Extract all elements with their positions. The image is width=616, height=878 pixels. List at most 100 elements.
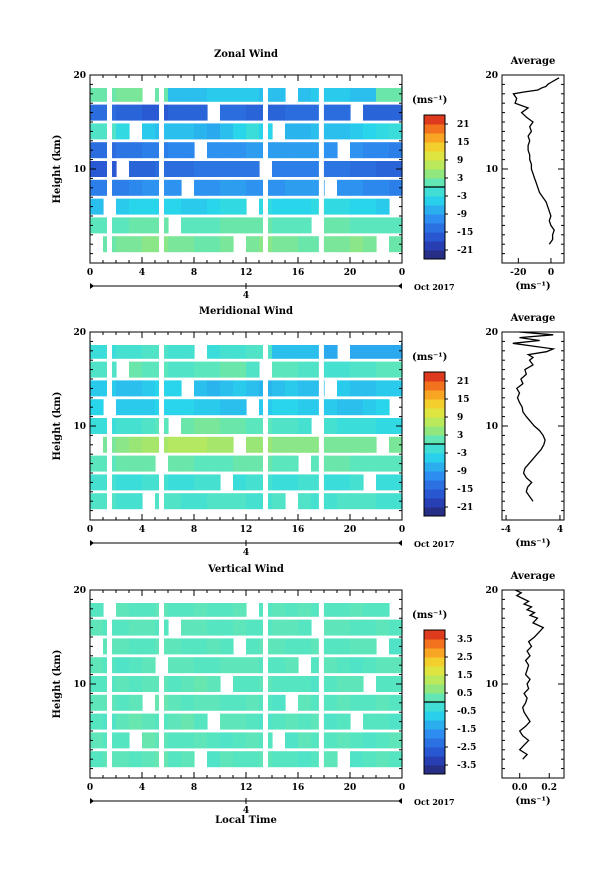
heatmap-cell	[207, 236, 221, 253]
heatmap-cell	[90, 600, 104, 617]
heatmap-cell	[272, 380, 286, 397]
data-gap	[159, 75, 164, 263]
heatmap-cell	[272, 600, 286, 617]
heatmap-cell	[181, 600, 195, 617]
heatmap-cell	[181, 361, 195, 378]
heatmap-cell	[168, 474, 182, 491]
heatmap-cell	[298, 694, 312, 711]
heatmap-cell	[233, 161, 247, 177]
heatmap-cell	[142, 619, 156, 636]
colorbar-tick-label: 21	[457, 120, 470, 130]
no-data-top	[91, 591, 401, 603]
x-tick-label: 0	[399, 525, 405, 535]
heatmap-cell	[389, 676, 403, 692]
colorbar-band	[424, 453, 445, 463]
heatmap-cell	[272, 142, 286, 159]
heatmap-cell	[246, 474, 260, 491]
heatmap-cell	[324, 751, 338, 768]
heatmap-cell	[246, 657, 260, 674]
heatmap-cell	[324, 436, 338, 453]
heatmap-cell	[181, 455, 195, 472]
colorbar-band	[424, 151, 445, 161]
no-data-top	[91, 76, 401, 88]
heatmap-cell	[142, 418, 156, 434]
heatmap-cell	[337, 713, 351, 730]
date-axis-arrow	[398, 540, 402, 546]
x-tick-label: 0	[87, 783, 93, 793]
heatmap-cell	[181, 676, 195, 692]
heatmap-cell	[337, 619, 351, 636]
colorbar-band	[424, 435, 445, 445]
profile-x-tick-label: 4	[557, 525, 563, 535]
heatmap-cell	[350, 493, 364, 510]
date-axis-arrow	[90, 798, 94, 804]
heatmap-cell	[389, 418, 403, 434]
heatmap-cell	[233, 694, 247, 711]
colorbar-tick-label: -9	[457, 467, 467, 477]
colorbar-band	[424, 765, 445, 775]
y-tick-label: 20	[73, 328, 86, 338]
heatmap-cell	[116, 418, 130, 434]
heatmap-cell	[285, 474, 299, 491]
y-tick-label: 10	[73, 422, 86, 432]
heatmap-cell	[246, 751, 260, 768]
colorbar-unit: (ms⁻¹)	[412, 610, 447, 621]
heatmap-cell	[116, 342, 130, 359]
colorbar-tick-label: -15	[457, 228, 473, 238]
heatmap-cell	[389, 85, 403, 102]
heatmap-cell	[337, 123, 351, 140]
date-axis-arrow	[398, 283, 402, 289]
heatmap-cell	[233, 142, 247, 159]
heatmap-cell	[233, 493, 247, 510]
heatmap-cell	[168, 179, 182, 196]
heatmap-cell	[116, 236, 130, 253]
profile-x-label: (ms⁻¹)	[515, 796, 550, 807]
heatmap-cell	[194, 657, 208, 674]
data-gap	[318, 75, 324, 263]
heatmap-cell	[350, 198, 364, 215]
colorbar-band	[424, 232, 445, 242]
y-axis-label: Height (km)	[52, 650, 63, 719]
heatmap-cell	[129, 236, 143, 253]
heatmap-cell	[142, 179, 156, 196]
heatmap-cell	[181, 436, 195, 453]
heatmap-cell	[285, 732, 299, 749]
heatmap-cell	[220, 399, 234, 416]
heatmap-cell	[337, 455, 351, 472]
heatmap-cell	[298, 713, 312, 730]
heatmap-cell	[207, 638, 221, 655]
heatmap-cell	[129, 493, 143, 510]
colorbar-tick-label: 9	[457, 156, 463, 166]
heatmap-cell	[324, 85, 338, 102]
heatmap-cell	[285, 619, 299, 636]
heatmap-cell	[207, 732, 221, 749]
heatmap-cell	[90, 619, 104, 636]
colorbar-band	[424, 630, 445, 640]
heatmap-cell	[90, 361, 104, 378]
heatmap-cell	[272, 104, 286, 121]
heatmap-cell	[233, 179, 247, 196]
heatmap-cell	[220, 123, 234, 140]
heatmap-cell	[142, 123, 156, 140]
colorbar-tick-label: -3	[457, 192, 467, 202]
colorbar-band	[424, 187, 445, 197]
heatmap-cell	[181, 751, 195, 768]
heatmap-cell	[220, 142, 234, 159]
heatmap-cell	[363, 638, 377, 655]
heatmap-cell	[142, 236, 156, 253]
colorbar-tick-label: 15	[457, 138, 470, 148]
heatmap-cell	[194, 455, 208, 472]
heatmap-cell	[220, 600, 234, 617]
heatmap-cell	[142, 732, 156, 749]
heatmap-cell	[194, 104, 208, 121]
x-tick-label: 16	[292, 783, 305, 793]
heatmap-cell	[246, 694, 260, 711]
heatmap-cell	[181, 713, 195, 730]
colorbar-tick-label: -2.5	[457, 743, 476, 753]
heatmap-cell	[168, 694, 182, 711]
heatmap-cell	[376, 161, 390, 177]
heatmap-cell	[207, 436, 221, 453]
heatmap-cell	[142, 713, 156, 730]
heatmap-cell	[168, 85, 182, 102]
data-gap	[107, 332, 112, 520]
